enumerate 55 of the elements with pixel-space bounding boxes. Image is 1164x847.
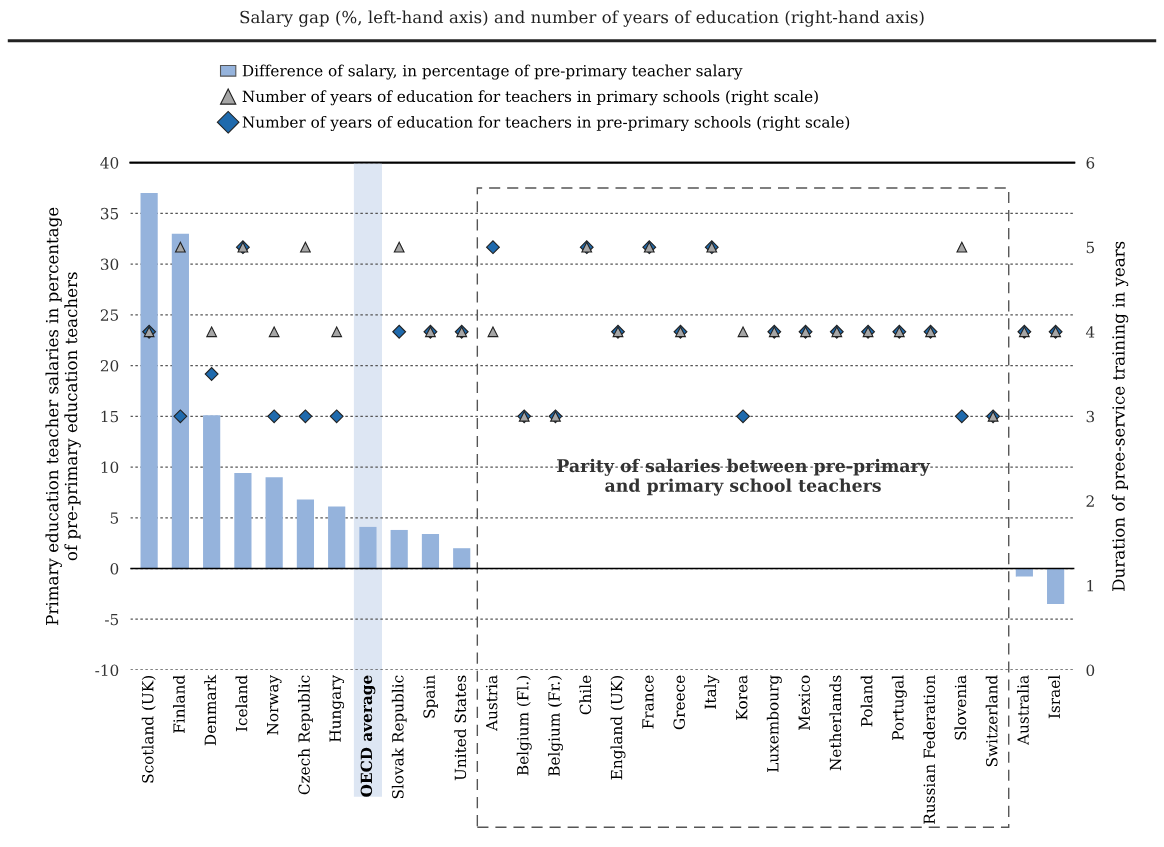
x-tick-label: Norway <box>267 674 282 735</box>
x-tick-label: Austria <box>485 675 498 732</box>
y-tick-label: 10 <box>101 461 119 474</box>
y2-tick-label: 4 <box>1085 326 1095 338</box>
x-tick-label: Switzerland <box>985 675 998 767</box>
y-axis-title: Primary education teacher salaries in percentage of pre-primary education teachers <box>45 207 81 625</box>
legend-label: Difference of salary, in percentage of pre-primary teacher salary <box>242 64 743 80</box>
x-tick-label: Belgium (Fr.) <box>547 676 563 776</box>
x-tick-label: Hungary <box>329 674 345 742</box>
x-tick-label: Greece <box>673 675 685 730</box>
x-tick-label: Poland <box>860 675 873 727</box>
x-tick-label: Denmark <box>204 674 217 746</box>
x-tick-label: Belgium (Fl.) <box>516 676 532 776</box>
x-tick-label: Mexico <box>798 675 810 731</box>
x-tick-label: Czech Republic <box>298 675 313 795</box>
x-tick-label: United States <box>454 675 467 781</box>
legend-label: Number of years of education for teachers in pre-primary schools (right scale) <box>242 115 850 131</box>
x-tick-label: OECD average <box>360 675 376 797</box>
y2-tick-label: 5 <box>1086 241 1095 254</box>
chart-title: Salary gap (%, left-hand axis) and number of years of education (right-hand axis) <box>240 10 924 27</box>
y2-tick-label: 0 <box>1086 664 1095 676</box>
x-tick-label: Chile <box>579 675 592 715</box>
y2-tick-label: 2 <box>1086 495 1094 507</box>
y-tick-label: 40 <box>100 157 119 169</box>
y-tick-label: -10 <box>95 664 119 676</box>
x-tick-label: France <box>642 675 654 729</box>
legend-label: Number of years of education for teachers in primary schools (right scale) <box>242 90 818 106</box>
x-tick-label: Russian Federation <box>923 675 936 824</box>
x-tick-label: Israel <box>1048 675 1061 719</box>
y2-tick-label: 3 <box>1086 410 1095 423</box>
y-tick-label: 20 <box>100 360 119 372</box>
y2-tick-label: 6 <box>1086 157 1095 169</box>
x-tick-label: Slovak Republic <box>391 675 407 799</box>
x-tick-label: Spain <box>423 675 438 718</box>
y-tick-label: 5 <box>110 512 119 524</box>
y-tick-label: -5 <box>105 613 119 626</box>
x-tick-label: Slovenia <box>954 675 967 740</box>
x-tick-label: Finland <box>172 675 185 733</box>
y-tick-label: 35 <box>100 207 119 220</box>
y-tick-label: 0 <box>110 562 119 575</box>
y2-axis-title: Duration of pree-service training in years <box>1111 241 1129 591</box>
x-tick-label: Italy <box>704 674 720 709</box>
x-tick-label: Iceland <box>235 675 248 732</box>
x-tick-label: Netherlands <box>829 675 842 771</box>
y-tick-label: 15 <box>101 410 119 423</box>
x-tick-label: England (UK) <box>610 676 626 780</box>
y2-tick-label: 1 <box>1087 579 1094 592</box>
x-tick-label: Luxembourg <box>766 675 782 773</box>
x-tick-label: Scotland (UK) <box>141 676 156 783</box>
x-tick-label: Korea <box>736 675 748 720</box>
annotation: Parity of salaries between pre-primary and primary school teachers <box>557 458 931 496</box>
y-tick-label: 25 <box>100 309 119 321</box>
x-tick-label: Portugal <box>891 675 907 740</box>
y-tick-label: 30 <box>100 258 119 271</box>
x-tick-label: Australia <box>1016 675 1029 746</box>
